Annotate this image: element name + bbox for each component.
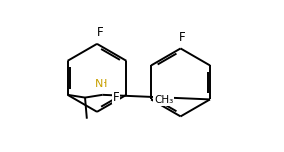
- Text: F: F: [179, 31, 185, 44]
- Text: N: N: [95, 79, 103, 89]
- Text: CH₃: CH₃: [154, 95, 173, 105]
- Text: F: F: [97, 26, 104, 39]
- Text: H: H: [99, 79, 107, 89]
- Text: F: F: [113, 91, 120, 104]
